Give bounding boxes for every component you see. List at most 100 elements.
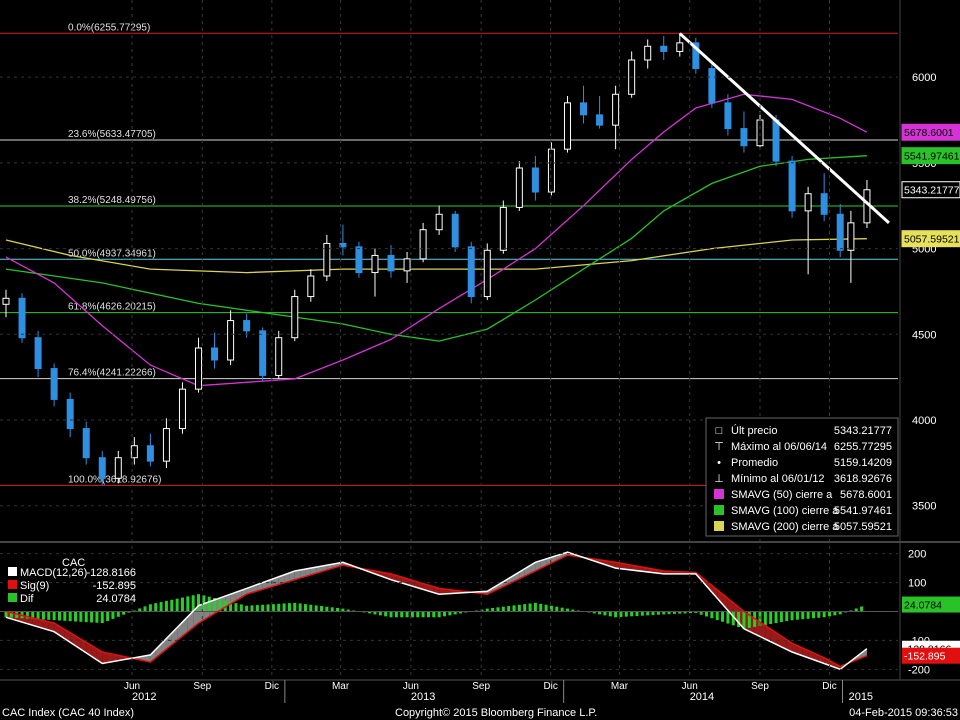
month-label: Jun — [403, 681, 419, 692]
dif-bar — [57, 611, 61, 621]
candle-up — [2, 297, 10, 305]
candle-up — [515, 167, 523, 208]
dif-bar — [4, 611, 8, 618]
dif-bar — [817, 611, 821, 618]
dif-bar — [111, 611, 115, 619]
dif-bar — [646, 611, 650, 616]
legend-value: 5541.97461 — [834, 505, 892, 517]
fib-level-label: 23.6%(5633.47705) — [68, 129, 156, 140]
candle-up — [612, 93, 620, 126]
macd-legend-value: -152.895 — [93, 580, 136, 592]
dif-bar — [544, 604, 548, 612]
dif-bar — [84, 611, 88, 623]
sma50-line — [5, 93, 868, 387]
fib-level-label: 61.8%(4626.20215) — [68, 302, 156, 313]
candle-up — [483, 249, 491, 298]
fib-level-label: 76.4%(4241.22266) — [68, 368, 156, 379]
macd-signal-band — [268, 578, 274, 588]
dif-bar — [785, 611, 789, 622]
candle-down — [531, 167, 539, 193]
candle-down — [211, 347, 219, 361]
dif-bar — [822, 611, 826, 618]
candle-up — [130, 445, 138, 459]
legend-label: SMAVG (100) cierre a — [731, 505, 839, 517]
legend-marker-avg: • — [717, 457, 721, 469]
sma200-line — [5, 238, 867, 274]
legend-value: 5678.6001 — [840, 489, 892, 501]
candle-down — [724, 102, 732, 130]
candle-up — [227, 320, 235, 361]
dif-bar — [100, 611, 104, 624]
price-tag — [901, 123, 960, 141]
macd-signal-band — [759, 622, 766, 640]
dif-bar — [608, 611, 612, 617]
candle-down — [355, 246, 363, 274]
dif-bar — [480, 609, 484, 612]
month-label: Mar — [332, 681, 350, 692]
dif-bar — [245, 605, 249, 612]
dif-bar — [512, 605, 516, 612]
dif-bar — [731, 611, 735, 626]
year-label: 2014 — [690, 691, 714, 703]
dif-bar — [170, 599, 174, 612]
candle-down — [387, 254, 395, 272]
dif-bar — [239, 604, 243, 612]
macd-signal-band — [300, 569, 306, 579]
candle-up — [195, 347, 203, 390]
dif-bar — [373, 611, 377, 615]
candle-down — [259, 330, 267, 376]
macd-legend-value: -128.8166 — [86, 567, 136, 579]
candle-down — [708, 68, 716, 104]
candle-up — [644, 45, 652, 61]
macd-signal-band — [706, 581, 712, 593]
dif-bar — [630, 611, 634, 617]
macd-legend-label: Dif — [20, 593, 34, 605]
candle-up — [847, 222, 855, 251]
dif-bar — [255, 605, 259, 612]
candle-up — [499, 206, 507, 251]
legend-value: 3618.92676 — [834, 473, 892, 485]
dif-bar — [41, 611, 45, 620]
year-label: 2013 — [411, 691, 435, 703]
dif-bar — [517, 604, 521, 612]
dif-bar — [619, 611, 623, 617]
dif-bar — [416, 611, 420, 618]
candle-down — [772, 119, 780, 162]
dif-bar — [833, 611, 837, 616]
year-label: 2015 — [849, 691, 873, 703]
candle-down — [660, 45, 668, 52]
dif-bar — [303, 604, 307, 612]
dif-bar — [539, 603, 543, 612]
candle-down — [146, 445, 154, 462]
candle-down — [596, 114, 604, 126]
price-tag — [901, 147, 960, 165]
candle-down — [788, 160, 796, 212]
legend-label: Últ precio — [731, 424, 777, 437]
dif-bar — [688, 611, 692, 614]
dif-bar — [405, 611, 409, 618]
candle-down — [243, 320, 251, 332]
price-tag-label: 5678.6001 — [904, 127, 954, 139]
legend-marker-high: ⊤ — [714, 441, 724, 453]
price-tag — [901, 181, 960, 199]
footer-bar — [0, 703, 960, 720]
macd-legend-swatch — [8, 567, 17, 576]
dif-bar — [453, 611, 457, 615]
dif-bar — [298, 603, 302, 612]
dif-bar — [143, 606, 147, 612]
dif-bar — [68, 611, 72, 622]
macd-legend-label: MACD(12,26) — [20, 567, 87, 579]
dif-bar — [614, 611, 618, 618]
dif-bar — [849, 610, 853, 612]
legend-label: SMAVG (200) cierre a — [731, 521, 839, 533]
macd-signal-band — [711, 585, 718, 599]
macd-signal-band — [150, 649, 156, 663]
dif-bar — [565, 608, 569, 612]
legend-marker-last: □ — [716, 425, 723, 437]
price-panel: 0.0%(6255.77295) 23.6%(5633.47705) 38.2%(5… — [0, 22, 898, 486]
dif-bar — [186, 596, 190, 612]
price-legend-box — [705, 417, 899, 537]
dif-bar — [801, 611, 805, 620]
legend-value: 6255.77295 — [834, 441, 892, 453]
macd-panel — [0, 551, 898, 671]
